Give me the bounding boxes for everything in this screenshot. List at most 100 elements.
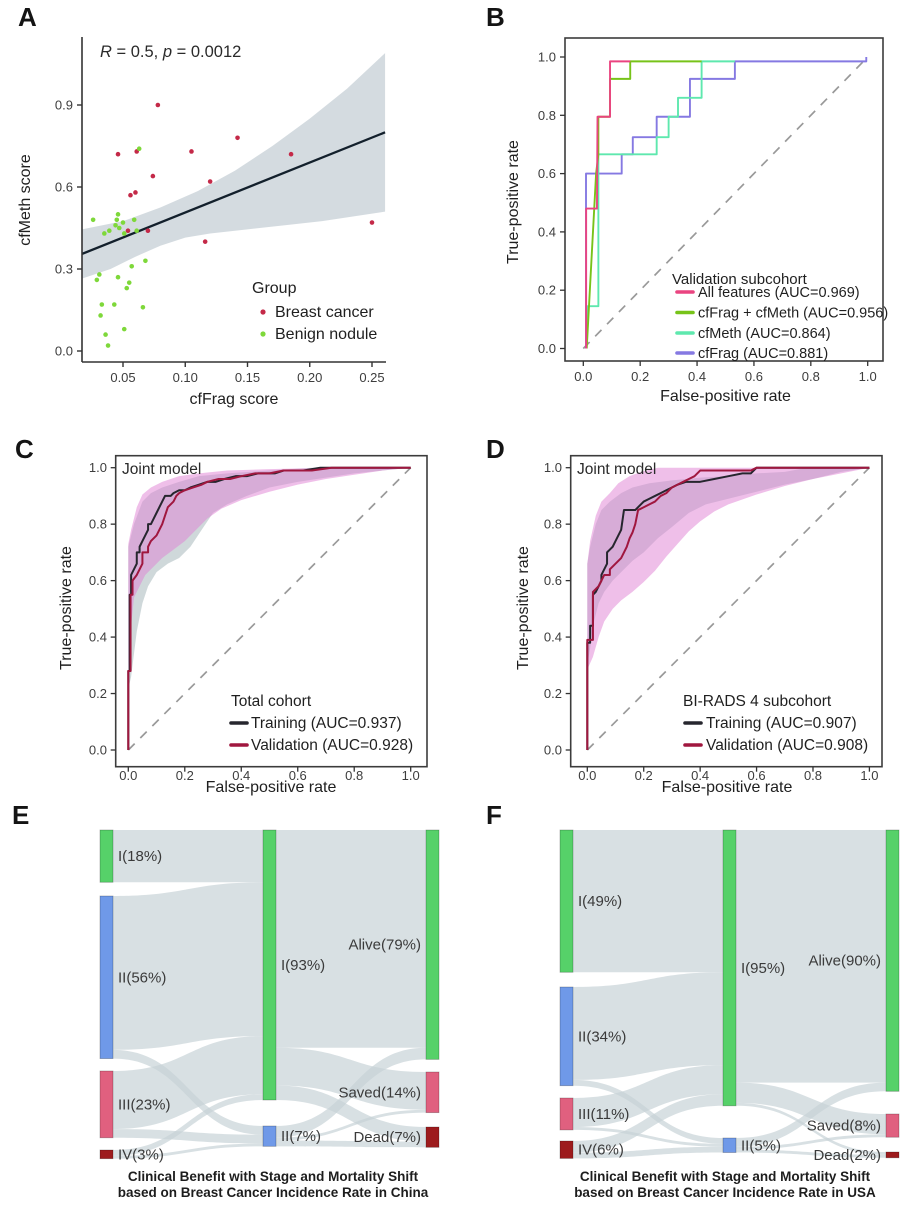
validation-ci-band xyxy=(587,467,870,670)
svg-text:0.0: 0.0 xyxy=(574,369,592,384)
roc-plot-area: 0.0 0.0 0.2 0.2 0.4 0.4 0.6 0.6 0.8 0.8 1.0 1.0 Fals… xyxy=(58,454,428,796)
node-label-LII: II(34%) xyxy=(578,1028,626,1045)
sankey-node-LIII xyxy=(559,1097,574,1131)
scatter-plot-area: 0.0 0.3 0.6 0.9 0.05 0.10 0.15 0.20 0.25 cfFrag s… xyxy=(17,37,386,408)
sankey-node-LI xyxy=(99,829,114,883)
node-label-RD: Dead(7%) xyxy=(353,1129,421,1146)
node-label-LIII: III(11%) xyxy=(578,1106,629,1123)
plot-frame xyxy=(564,37,884,362)
svg-text:Validation (AUC=0.908): Validation (AUC=0.908) xyxy=(706,737,868,754)
node-label-MI: I(93%) xyxy=(281,957,325,974)
x-axis-title: cfFrag score xyxy=(190,391,279,408)
correlation-annotation: R = 0.5, p = 0.0012 xyxy=(100,43,241,61)
x-axis-title: False-positive rate xyxy=(206,779,337,796)
roc-curve-validation xyxy=(127,466,411,750)
sankey-node-LI xyxy=(559,829,574,973)
svg-text:Breast cancer: Breast cancer xyxy=(275,304,374,321)
roc-curve-cffrag xyxy=(585,57,868,349)
sankey-nodes: I(49%) II(34%) III(11%) IV(6%) I(95%) II(5%) A… xyxy=(559,829,900,1164)
sankey-node-MII xyxy=(722,1137,737,1153)
plot-annotation: Joint model xyxy=(122,461,201,478)
svg-text:0.9: 0.9 xyxy=(55,98,73,113)
node-label-RS: Saved(8%) xyxy=(807,1118,881,1135)
svg-text:0.4: 0.4 xyxy=(89,630,107,645)
svg-text:0.4: 0.4 xyxy=(688,369,706,384)
node-label-LI: I(49%) xyxy=(578,893,622,910)
scatter-series-benign-nodule xyxy=(90,146,148,348)
y-axis-title: True-positive rate xyxy=(515,546,532,670)
plot-frame xyxy=(569,454,883,768)
sankey-link-MII-RD xyxy=(276,1140,426,1148)
sankey-link-MII-RS xyxy=(736,1134,886,1150)
svg-text:0.6: 0.6 xyxy=(289,768,307,783)
sankey-node-LIV xyxy=(99,1149,114,1160)
svg-text:cfMeth (AUC=0.864): cfMeth (AUC=0.864) xyxy=(698,326,831,342)
svg-text:0.8: 0.8 xyxy=(804,768,822,783)
sankey-link-MI-RD xyxy=(736,1102,886,1155)
svg-text:0.0: 0.0 xyxy=(89,743,107,758)
svg-text:0.0: 0.0 xyxy=(544,743,562,758)
sankey-nodes: I(18%) II(56%) III(23%) IV(3%) I(93%) II(7%) A… xyxy=(99,829,440,1163)
sankey-link-LII-MI xyxy=(573,972,723,1080)
node-label-MII: II(7%) xyxy=(281,1128,321,1145)
x-axis-title: False-positive rate xyxy=(662,779,793,796)
validation-ci-band xyxy=(128,467,411,674)
sankey-link-LII-MI xyxy=(113,882,263,1050)
sankey-node-RS xyxy=(885,1113,900,1138)
regression-line xyxy=(81,131,386,256)
sankey-node-MII xyxy=(262,1125,277,1147)
roc-plot-area: 0.0 0.0 0.2 0.2 0.4 0.4 0.6 0.6 0.8 0.8 1.0 1.0 Fals… xyxy=(505,37,888,405)
svg-text:0.2: 0.2 xyxy=(631,369,649,384)
panel-label-c: C xyxy=(15,434,34,464)
node-label-RA: Alive(79%) xyxy=(348,937,421,954)
svg-text:0.4: 0.4 xyxy=(538,224,556,239)
panel-b-roc-plot: 0.0 0.0 0.2 0.2 0.4 0.4 0.6 0.6 0.8 0.8 1.0 1.0 Fals… xyxy=(505,37,888,405)
node-label-MII: II(5%) xyxy=(741,1137,781,1154)
svg-text:0.8: 0.8 xyxy=(345,768,363,783)
svg-text:cfFrag + cfMeth (AUC=0.956): cfFrag + cfMeth (AUC=0.956) xyxy=(698,306,888,322)
sankey-node-RA xyxy=(885,829,900,1092)
svg-text:Benign nodule: Benign nodule xyxy=(275,326,377,343)
sankey-link-LI-MI xyxy=(573,830,723,973)
y-axis-title: cfMeth score xyxy=(17,154,34,246)
panel-d-roc-plot: 0.0 0.0 0.2 0.2 0.4 0.4 0.6 0.6 0.8 0.8 1.0 1.0 Fals… xyxy=(515,454,883,796)
sankey-link-MI-RA xyxy=(736,830,886,1083)
svg-text:Clinical Benefit with Stage an: Clinical Benefit with Stage and Mortalit… xyxy=(128,1169,419,1184)
node-label-RA: Alive(90%) xyxy=(808,953,881,970)
sankey-node-RA xyxy=(425,829,440,1060)
legend-title: BI-RADS 4 subcohort xyxy=(683,693,832,710)
scatter-legend: Group Breast cancer Benign nodule xyxy=(252,280,377,343)
sankey-link-LIV-MI xyxy=(113,1094,263,1156)
sankey-link-LIII-MI xyxy=(113,1036,263,1130)
sankey-node-LIII xyxy=(99,1070,114,1139)
sankey-node-LIV xyxy=(559,1140,574,1159)
svg-text:Training (AUC=0.937): Training (AUC=0.937) xyxy=(251,715,402,732)
sankey-node-MI xyxy=(262,829,277,1101)
sankey-node-RS xyxy=(425,1071,440,1114)
roc-curve-training xyxy=(586,466,870,750)
roc-curve-cffrag-cfmeth xyxy=(585,60,702,349)
svg-text:1.0: 1.0 xyxy=(402,768,420,783)
svg-text:0.4: 0.4 xyxy=(544,630,562,645)
node-label-LIV: IV(6%) xyxy=(578,1142,624,1159)
legend-title: Validation subcohort xyxy=(672,271,808,288)
sankey-caption: Clinical Benefit with Stage and Mortalit… xyxy=(574,1169,876,1200)
node-label-RS: Saved(14%) xyxy=(338,1084,421,1101)
svg-text:0.8: 0.8 xyxy=(544,517,562,532)
svg-text:0.0: 0.0 xyxy=(119,768,137,783)
plot-frame xyxy=(114,454,428,768)
svg-text:0.2: 0.2 xyxy=(544,686,562,701)
svg-text:0.8: 0.8 xyxy=(89,517,107,532)
svg-text:0.3: 0.3 xyxy=(55,262,73,277)
svg-text:based on Breast Cancer Inciden: based on Breast Cancer Incidence Rate in… xyxy=(118,1185,429,1200)
svg-text:Training (AUC=0.907): Training (AUC=0.907) xyxy=(706,715,857,732)
legend-title: Total cohort xyxy=(231,693,312,710)
svg-text:1.0: 1.0 xyxy=(544,460,562,475)
svg-text:0.6: 0.6 xyxy=(538,166,556,181)
sankey-caption: Clinical Benefit with Stage and Mortalit… xyxy=(118,1169,429,1200)
svg-text:0.15: 0.15 xyxy=(235,370,260,385)
confidence-band xyxy=(81,53,386,279)
svg-text:1.0: 1.0 xyxy=(538,50,556,65)
